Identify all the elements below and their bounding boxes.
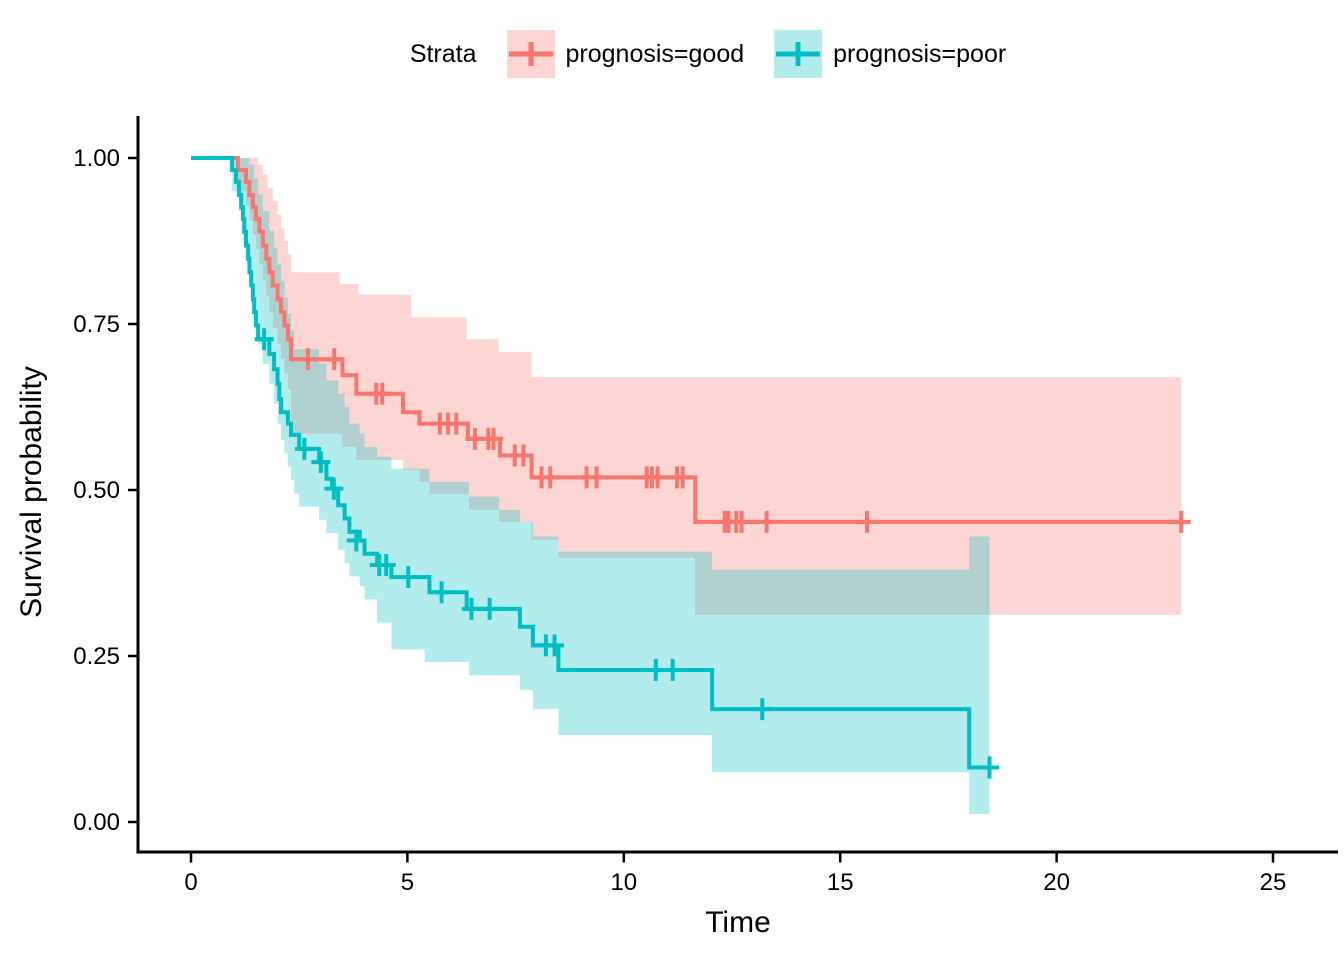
legend-label-poor: prognosis=poor [833, 39, 1007, 68]
x-tick-label: 25 [1260, 869, 1287, 896]
ci-band-poor [232, 158, 990, 815]
y-axis-ticks: 0.00 0.25 0.50 0.75 1.00 [73, 145, 137, 836]
x-axis-title: Time [705, 906, 771, 939]
x-tick-label: 20 [1043, 869, 1070, 896]
legend-title: Strata [409, 39, 477, 68]
y-axis-title: Survival probability [15, 366, 48, 618]
legend-key-poor-icon [774, 30, 823, 78]
survival-curve-poor [191, 156, 990, 770]
censor-marks-poor [254, 328, 1000, 779]
y-tick-label: 0.25 [73, 643, 120, 670]
x-tick-label: 10 [610, 869, 637, 896]
x-axis-ticks: 0 5 10 15 20 25 [184, 853, 1287, 896]
legend: Strata prognosis=good prognosis=poor [0, 30, 1344, 78]
x-tick-label: 5 [401, 869, 414, 896]
y-tick-label: 1.00 [73, 145, 120, 172]
legend-key-good-icon [506, 30, 555, 78]
survival-curve-good [191, 156, 1182, 524]
x-tick-label: 0 [184, 869, 197, 896]
legend-item-good: prognosis=good [506, 30, 745, 78]
y-tick-label: 0.75 [73, 311, 120, 338]
y-tick-label: 0.00 [73, 809, 120, 836]
legend-item-poor: prognosis=poor [774, 30, 1006, 78]
x-tick-label: 15 [827, 869, 854, 896]
y-tick-label: 0.50 [73, 477, 120, 504]
censor-marks-good [298, 348, 1191, 533]
ci-band-good [237, 158, 1182, 615]
legend-label-good: prognosis=good [565, 39, 745, 68]
